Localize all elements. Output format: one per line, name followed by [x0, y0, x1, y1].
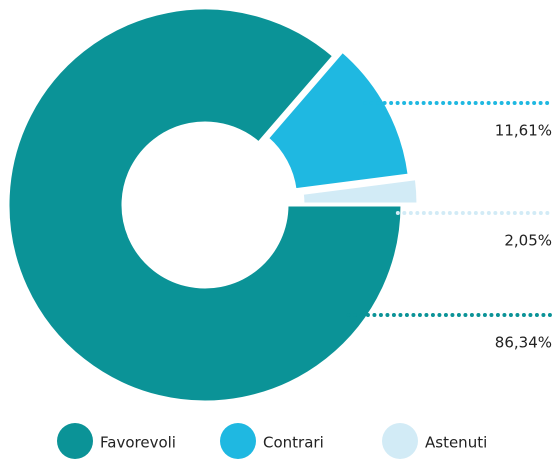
legend-swatch [220, 423, 256, 459]
slice [265, 49, 411, 192]
value-label: 2,05% [504, 232, 552, 250]
value-label: 11,61% [495, 122, 552, 140]
legend-label: Favorevoli [100, 434, 176, 452]
slice [300, 176, 420, 206]
legend-label: Contrari [263, 434, 324, 452]
legend-swatch [382, 423, 418, 459]
value-label: 86,34% [495, 334, 552, 352]
legend-label: Astenuti [425, 434, 487, 452]
legend-swatch [57, 423, 93, 459]
slice [6, 6, 404, 404]
